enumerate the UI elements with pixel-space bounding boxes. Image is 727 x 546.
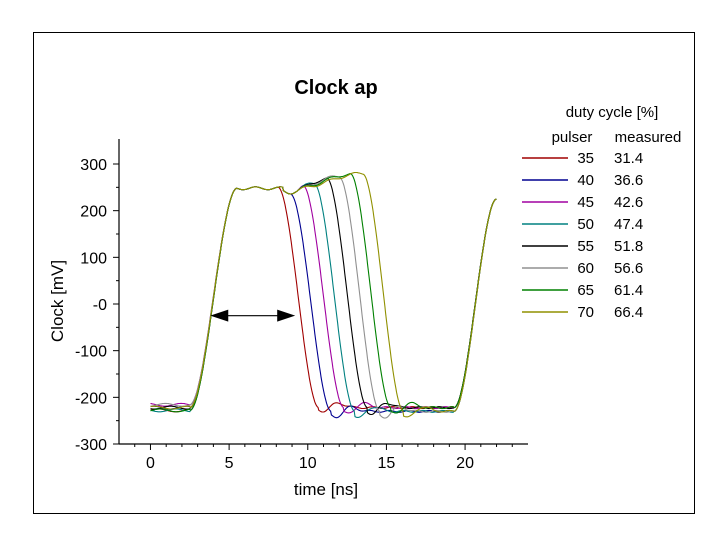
y-tick-label: -200 (75, 390, 107, 407)
x-tick-label: 10 (299, 455, 317, 472)
arrow-head-left (210, 309, 229, 322)
series-line-70 (150, 171, 497, 418)
legend-pulser-35: 35 (577, 150, 594, 167)
y-tick-label: 200 (80, 204, 107, 221)
y-tick-label: -0 (93, 297, 107, 314)
legend-header-pulser: pulser (552, 129, 593, 146)
x-tick-label: 0 (146, 455, 155, 472)
legend-measured-65: 61.4 (614, 282, 643, 299)
y-axis-label: Clock [mV] (48, 260, 67, 342)
legend-pulser-55: 55 (577, 238, 594, 255)
series-line-45 (150, 184, 497, 414)
legend-title: duty cycle [%] (566, 104, 659, 121)
legend-pulser-65: 65 (577, 282, 594, 299)
x-tick-label: 5 (225, 455, 234, 472)
legend-measured-45: 42.6 (614, 194, 643, 211)
arrow-head-right (277, 309, 296, 322)
y-tick-label: 100 (80, 250, 107, 267)
legend-pulser-45: 45 (577, 194, 594, 211)
chart-frame: Clock ap 300 200 100 -0 -100 -200 -300 0 5 10 15 20… (33, 32, 695, 514)
legend-pulser-70: 70 (577, 304, 594, 321)
axes: 300 200 100 -0 -100 -200 -300 0 5 10 15 20 (75, 139, 528, 472)
x-tick-label: 20 (456, 455, 474, 472)
annotation-layer (210, 309, 296, 322)
x-tick-label: 15 (378, 455, 396, 472)
legend-measured-60: 56.6 (614, 260, 643, 277)
legend-measured-55: 51.8 (614, 238, 643, 255)
legend-pulser-60: 60 (577, 260, 594, 277)
chart-title: Clock ap (294, 77, 377, 99)
y-tick-label: 300 (80, 157, 107, 174)
legend-measured-70: 66.4 (614, 304, 643, 321)
series-layer (150, 171, 497, 419)
legend-pulser-50: 50 (577, 216, 594, 233)
y-tick-label: -100 (75, 344, 107, 361)
legend-measured-40: 36.6 (614, 172, 643, 189)
legend: 35 31.4 40 36.6 45 42.6 50 47.4 55 51.8 60 56.6 65 61… (522, 150, 643, 321)
legend-measured-50: 47.4 (614, 216, 643, 233)
legend-measured-35: 31.4 (614, 150, 643, 167)
x-axis-label: time [ns] (294, 480, 358, 499)
y-tick-label: -300 (75, 437, 107, 454)
line-chart: Clock ap 300 200 100 -0 -100 -200 -300 0 5 10 15 20… (48, 77, 682, 499)
series-line-40 (150, 186, 497, 419)
legend-pulser-40: 40 (577, 172, 594, 189)
legend-header-measured: measured (615, 129, 682, 146)
